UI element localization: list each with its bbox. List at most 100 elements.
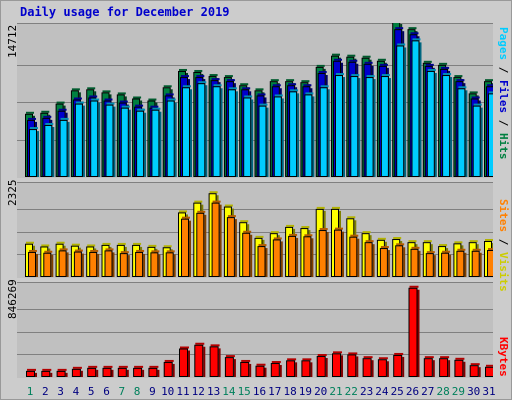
bar-kbytes [362, 358, 372, 377]
bar-files-cap [73, 97, 82, 100]
bar-sites-cap [426, 251, 435, 254]
bar-visits-cap [179, 210, 187, 213]
bar-files-cap [181, 75, 189, 78]
bar-files-cap [150, 105, 159, 108]
bar-files-cap [211, 78, 220, 81]
bar-sites-cap [258, 244, 267, 247]
x-tick-label: 22 [345, 385, 358, 398]
legend-kbytes-label: KBytes [497, 337, 510, 377]
bar-files-cap [471, 96, 480, 99]
bar-kbytes-cap [333, 351, 342, 354]
x-tick-label: 28 [436, 385, 449, 398]
bar-kbytes-shadow [325, 358, 328, 377]
legend-visits-sites: Sites / Visits [497, 199, 510, 292]
bar-visits-cap [102, 242, 111, 245]
bar-kbytes-cap [317, 354, 327, 357]
x-tick-label: 25 [391, 385, 404, 398]
bar-hits-cap [209, 74, 218, 77]
bar-hits-cap [423, 60, 432, 63]
bar-pages-cap [320, 85, 329, 88]
x-tick-label: 13 [207, 385, 220, 398]
x-tick-label: 16 [253, 385, 266, 398]
bar-kbytes-cap [241, 359, 251, 362]
bar-pages-shadow [450, 77, 453, 177]
bar-hits-cap [26, 111, 34, 114]
bar-sites-shadow [326, 232, 329, 277]
bar-visits-cap [408, 240, 417, 243]
x-tick-label: 6 [103, 385, 110, 398]
bar-pages-cap [290, 89, 299, 92]
bar-pages [488, 93, 493, 177]
bar-sites-cap [105, 248, 114, 251]
bar-sites-shadow [189, 220, 191, 277]
bar-files-cap [43, 115, 52, 118]
bar-pages-shadow [144, 112, 147, 177]
bar-pages [442, 75, 451, 178]
bar-visits-cap [117, 242, 126, 245]
bar-kbytes [209, 346, 219, 377]
bar-kbytes-shadow [50, 372, 53, 377]
x-tick-label: 30 [467, 385, 480, 398]
bar-kbytes [423, 358, 433, 377]
bar-kbytes-shadow [80, 370, 83, 377]
bar-kbytes-cap [394, 352, 404, 355]
bar-kbytes [194, 344, 204, 377]
bar-sites-shadow [387, 250, 390, 277]
bar-visits-cap [423, 240, 432, 243]
bar-hits-cap [148, 98, 157, 101]
bar-kbytes-cap [57, 368, 67, 371]
legend-sites: Sites [497, 199, 510, 233]
bar-kbytes [26, 370, 35, 377]
bar-kbytes-shadow [157, 369, 160, 377]
bar-sites-cap [90, 249, 99, 252]
bar-pages-shadow [343, 77, 345, 177]
bar-kbytes-shadow [172, 363, 175, 377]
x-tick-label: 1 [27, 385, 34, 398]
bar-files-cap [334, 58, 342, 61]
bar-pages-cap [106, 102, 115, 105]
bar-sites-cap [304, 234, 313, 237]
bar-pages-shadow [281, 98, 284, 177]
bar-kbytes-shadow [96, 369, 99, 377]
bar-sites-cap [289, 233, 298, 236]
bar-kbytes [408, 287, 418, 377]
bar-kbytes [87, 367, 97, 377]
kbytes-chart [17, 282, 493, 378]
bar-kbytes [41, 370, 51, 377]
bar-files-cap [242, 87, 251, 90]
bar-files-cap [135, 104, 144, 107]
bar-kbytes-shadow [310, 362, 313, 377]
bar-kbytes [163, 361, 173, 378]
bar-files-cap [272, 84, 281, 87]
x-tick-label: 20 [314, 385, 327, 398]
bar-sites [288, 235, 297, 277]
bar-pages-cap [259, 103, 268, 106]
bar-files-cap [410, 32, 419, 35]
bar-pages-cap [60, 117, 69, 120]
bar-pages-cap [397, 43, 406, 46]
bar-visits-cap [163, 245, 172, 248]
x-tick-label: 21 [329, 385, 342, 398]
bar-pages-cap [137, 108, 146, 111]
bar-pages [350, 76, 359, 177]
bar-hits-cap [485, 79, 493, 82]
bar-files-cap [104, 98, 113, 101]
bar-sites-shadow [127, 255, 130, 277]
bar-pages-cap [121, 105, 130, 108]
bar-sites-cap [411, 246, 420, 249]
bar-hits-cap [270, 79, 279, 82]
x-tick-label: 15 [238, 385, 251, 398]
x-tick-label: 14 [222, 385, 236, 398]
bar-pages-cap [458, 86, 467, 89]
bar-hits-cap [163, 85, 172, 88]
bar-sites [487, 249, 493, 277]
bar-kbytes-cap [88, 365, 98, 368]
x-tick-label: 18 [283, 385, 296, 398]
bar-kbytes [332, 353, 341, 377]
bar-hits-cap [41, 110, 50, 113]
bar-pages [304, 94, 313, 177]
bar-files-cap [257, 93, 266, 96]
legend-pages-files-hits: Pages / Files / Hits [497, 27, 510, 160]
bar-visits-cap [286, 224, 295, 227]
bar-kbytes-shadow [264, 367, 267, 377]
